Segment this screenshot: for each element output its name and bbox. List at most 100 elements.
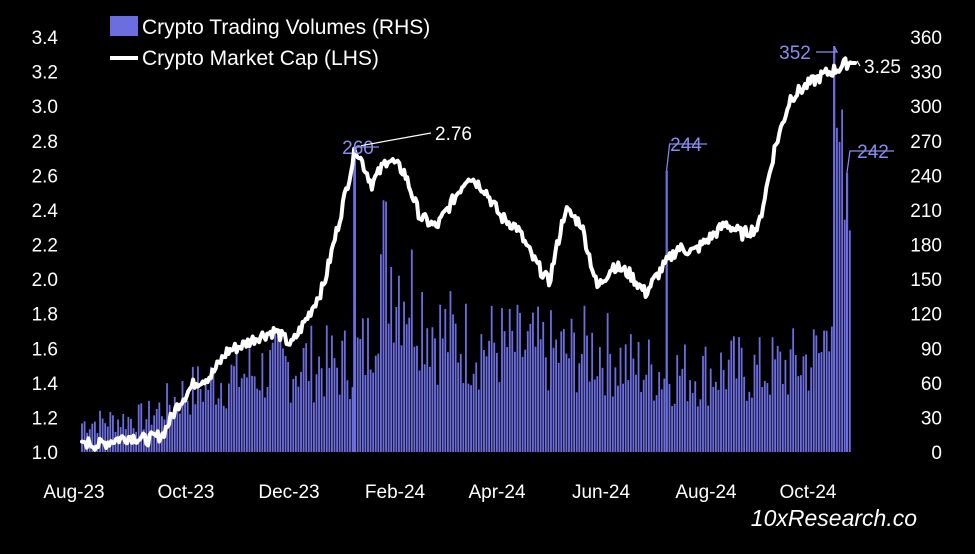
right-axis-tick: 0 <box>931 443 942 464</box>
volume-bar <box>774 359 777 452</box>
volume-bar <box>640 392 643 452</box>
bar-annotation-label: 352 <box>779 43 811 64</box>
volume-bar <box>439 304 442 452</box>
volume-bar <box>81 423 83 452</box>
legend: Crypto Trading Volumes (RHS) Crypto Mark… <box>110 16 430 70</box>
volume-bar <box>400 345 403 452</box>
volume-bar <box>676 355 679 452</box>
volume-bar <box>341 340 344 452</box>
volume-bar <box>91 423 94 452</box>
volume-bar <box>668 384 671 452</box>
volume-bar <box>748 391 751 452</box>
volume-bar <box>601 367 604 452</box>
volume-bar <box>537 306 539 452</box>
volume-bar <box>349 399 351 452</box>
volume-bar <box>385 201 387 452</box>
volume-bar <box>557 362 560 452</box>
volume-bar <box>818 353 820 452</box>
volume-bar <box>253 376 256 452</box>
right-axis-tick: 240 <box>910 166 942 187</box>
volume-bar <box>751 397 753 452</box>
volume-bar <box>356 337 359 452</box>
volume-bar <box>797 376 800 452</box>
volume-bar <box>756 364 758 452</box>
volume-bar <box>431 327 434 452</box>
volume-bar <box>246 377 248 452</box>
volume-bar <box>511 330 514 452</box>
axes: 1.0 1.2 1.4 1.6 1.8 2.0 2.2 2.4 2.6 2.8 3.0 3.2 3.4 0… <box>32 28 942 503</box>
market-cap-line <box>80 56 857 452</box>
volume-bar <box>622 383 624 452</box>
right-axis-tick: 270 <box>910 132 942 153</box>
x-axis-tick: Oct-24 <box>779 482 836 503</box>
volume-bar <box>361 318 364 452</box>
volume-bar <box>573 332 576 452</box>
volume-bar <box>197 366 199 452</box>
volume-bar <box>325 325 328 452</box>
volume-bar <box>173 396 176 452</box>
volume-bar <box>493 342 496 452</box>
volume-bar <box>189 414 192 452</box>
volume-bar <box>475 362 478 452</box>
left-axis-tick: 3.0 <box>32 97 58 118</box>
volume-bar <box>93 421 96 452</box>
volume-bar <box>519 312 521 452</box>
volume-bar <box>632 358 635 452</box>
bar-annotation-leader <box>816 45 839 53</box>
volume-bar <box>524 349 527 452</box>
right-axis-tick: 60 <box>921 374 942 395</box>
volume-bar <box>315 374 318 452</box>
volume-bar <box>501 308 503 452</box>
volume-bar <box>364 374 367 452</box>
volume-bar <box>251 375 253 452</box>
volume-bar <box>766 382 769 452</box>
left-axis-tick: 1.8 <box>32 305 58 326</box>
volume-bar <box>647 339 650 452</box>
volume-bar <box>560 331 563 452</box>
volume-bar <box>488 340 491 452</box>
volume-bar <box>642 379 645 452</box>
volume-bar <box>382 200 385 452</box>
volume-bar <box>209 366 212 452</box>
volume-bar <box>168 404 171 452</box>
volume-bar <box>658 371 661 452</box>
volume-bar <box>738 336 740 452</box>
volume-bar <box>184 401 186 452</box>
volume-bar <box>714 381 717 452</box>
left-axis-tick: 2.6 <box>32 166 58 187</box>
volume-bar <box>565 353 568 452</box>
volume-bar <box>434 338 436 452</box>
volume-bar <box>215 404 217 452</box>
volume-bar <box>686 401 689 452</box>
volume-bar <box>526 331 529 452</box>
watermark: 10xResearch.co <box>750 505 917 531</box>
volume-bar <box>137 404 140 452</box>
volume-bar <box>240 378 243 452</box>
volume-bar <box>599 347 601 452</box>
volume-bar <box>506 346 509 452</box>
volume-bar <box>730 340 733 452</box>
volume-bar <box>248 348 251 452</box>
volume-bar <box>591 332 594 452</box>
volume-bar <box>305 343 308 452</box>
volume-bar <box>166 383 168 452</box>
volume-bar <box>789 349 792 452</box>
volume-bar <box>235 344 238 452</box>
volume-bar <box>297 386 300 452</box>
volume-bar <box>418 370 421 452</box>
volume-bar <box>392 342 395 452</box>
volume-bar <box>627 380 630 452</box>
left-axis-tick: 2.2 <box>32 236 58 257</box>
volume-bar <box>171 413 174 452</box>
volume-bar <box>230 364 233 452</box>
volume-bar <box>395 307 398 452</box>
volume-bar <box>333 358 336 452</box>
volume-bar <box>655 395 658 452</box>
volume-bar <box>513 351 516 452</box>
volume-bar <box>743 376 746 452</box>
legend-label-market-cap: Crypto Market Cap (LHS) <box>142 47 379 70</box>
volume-bar <box>320 368 323 452</box>
legend-swatch-volumes <box>110 16 138 36</box>
volume-bar <box>109 412 112 452</box>
volume-bar <box>820 352 823 452</box>
